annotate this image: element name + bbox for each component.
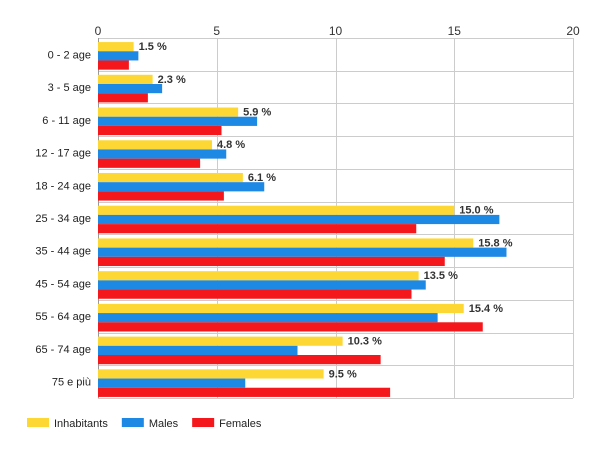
category-label: 65 - 74 age xyxy=(35,344,91,356)
bar-males xyxy=(98,247,507,257)
bar-males xyxy=(98,214,500,225)
bar-inhabitants xyxy=(98,172,243,183)
category-label: 6 - 11 age xyxy=(42,115,91,127)
data-label: 15.8 % xyxy=(478,237,512,249)
bar-males xyxy=(98,313,438,323)
bar-females xyxy=(98,387,391,397)
data-label: 4.8 % xyxy=(217,139,245,151)
x-tick-label: 0 xyxy=(95,24,102,38)
bar-inhabitants xyxy=(98,74,153,84)
bar-inhabitants xyxy=(98,140,212,150)
category-label: 25 - 34 age xyxy=(35,213,91,225)
x-tick-label: 15 xyxy=(448,24,462,38)
bar-males xyxy=(98,378,246,388)
legend-label-inhabitants: Inhabitants xyxy=(54,418,108,430)
bar-males xyxy=(98,182,265,192)
bar-males xyxy=(98,83,163,94)
x-axis-ticks: 0 5 10 15 20 xyxy=(95,24,580,38)
legend-label-males: Males xyxy=(149,418,179,430)
bar-females xyxy=(98,289,412,299)
legend-swatch-inhabitants xyxy=(27,418,49,427)
bar-females xyxy=(98,93,148,103)
category-label: 35 - 44 age xyxy=(35,246,91,258)
category-label: 3 - 5 age xyxy=(48,82,91,94)
bar-females xyxy=(98,322,483,332)
bar-males xyxy=(98,116,258,126)
bar-inhabitants xyxy=(98,271,419,281)
bar-females xyxy=(98,355,381,365)
data-label: 15.4 % xyxy=(469,303,503,315)
bar-females xyxy=(98,125,222,136)
data-label: 9.5 % xyxy=(329,368,357,380)
bar-inhabitants xyxy=(98,303,464,314)
bar-males xyxy=(98,149,227,159)
bar-females xyxy=(98,191,224,201)
x-tick-label: 5 xyxy=(213,24,220,38)
data-labels: 1.5 % 2.3 % 5.9 % 4.8 % 6.1 % 15.0 % 15.8 % 13.… xyxy=(139,41,513,380)
bar-inhabitants xyxy=(98,42,134,52)
bar-inhabitants xyxy=(98,336,343,346)
bar-inhabitants xyxy=(98,205,455,215)
legend-swatch-females xyxy=(192,418,215,427)
data-label: 13.5 % xyxy=(424,270,458,282)
category-label: 12 - 17 age xyxy=(35,148,91,160)
category-label: 55 - 64 age xyxy=(35,311,91,323)
x-tick-label: 10 xyxy=(329,24,343,38)
data-label: 10.3 % xyxy=(348,336,382,348)
bars xyxy=(98,42,507,397)
category-label: 0 - 2 age xyxy=(48,49,91,61)
bar-inhabitants xyxy=(98,107,239,117)
bar-males xyxy=(98,280,426,290)
data-label: 5.9 % xyxy=(243,107,271,119)
data-label: 15.0 % xyxy=(459,205,493,217)
bar-males xyxy=(98,345,298,356)
x-tick-label: 20 xyxy=(566,24,580,38)
bar-inhabitants xyxy=(98,369,324,379)
category-label: 45 - 54 age xyxy=(35,278,91,290)
legend-label-females: Females xyxy=(219,418,262,430)
legend: Inhabitants Males Females xyxy=(27,418,262,430)
bar-females xyxy=(98,158,201,168)
category-label: 75 e più xyxy=(52,377,91,389)
bar-females xyxy=(98,256,445,267)
bar-females xyxy=(98,224,417,234)
bar-males xyxy=(98,51,139,61)
data-label: 6.1 % xyxy=(248,172,276,184)
legend-swatch-males xyxy=(121,418,144,427)
category-label: 18 - 24 age xyxy=(35,180,91,192)
y-axis-categories: 0 - 2 age 3 - 5 age 6 - 11 age 12 - 17 age 1… xyxy=(35,49,91,388)
data-label: 1.5 % xyxy=(139,41,167,53)
bar-inhabitants xyxy=(98,238,474,248)
data-label: 2.3 % xyxy=(158,74,186,86)
bar-females xyxy=(98,60,129,70)
